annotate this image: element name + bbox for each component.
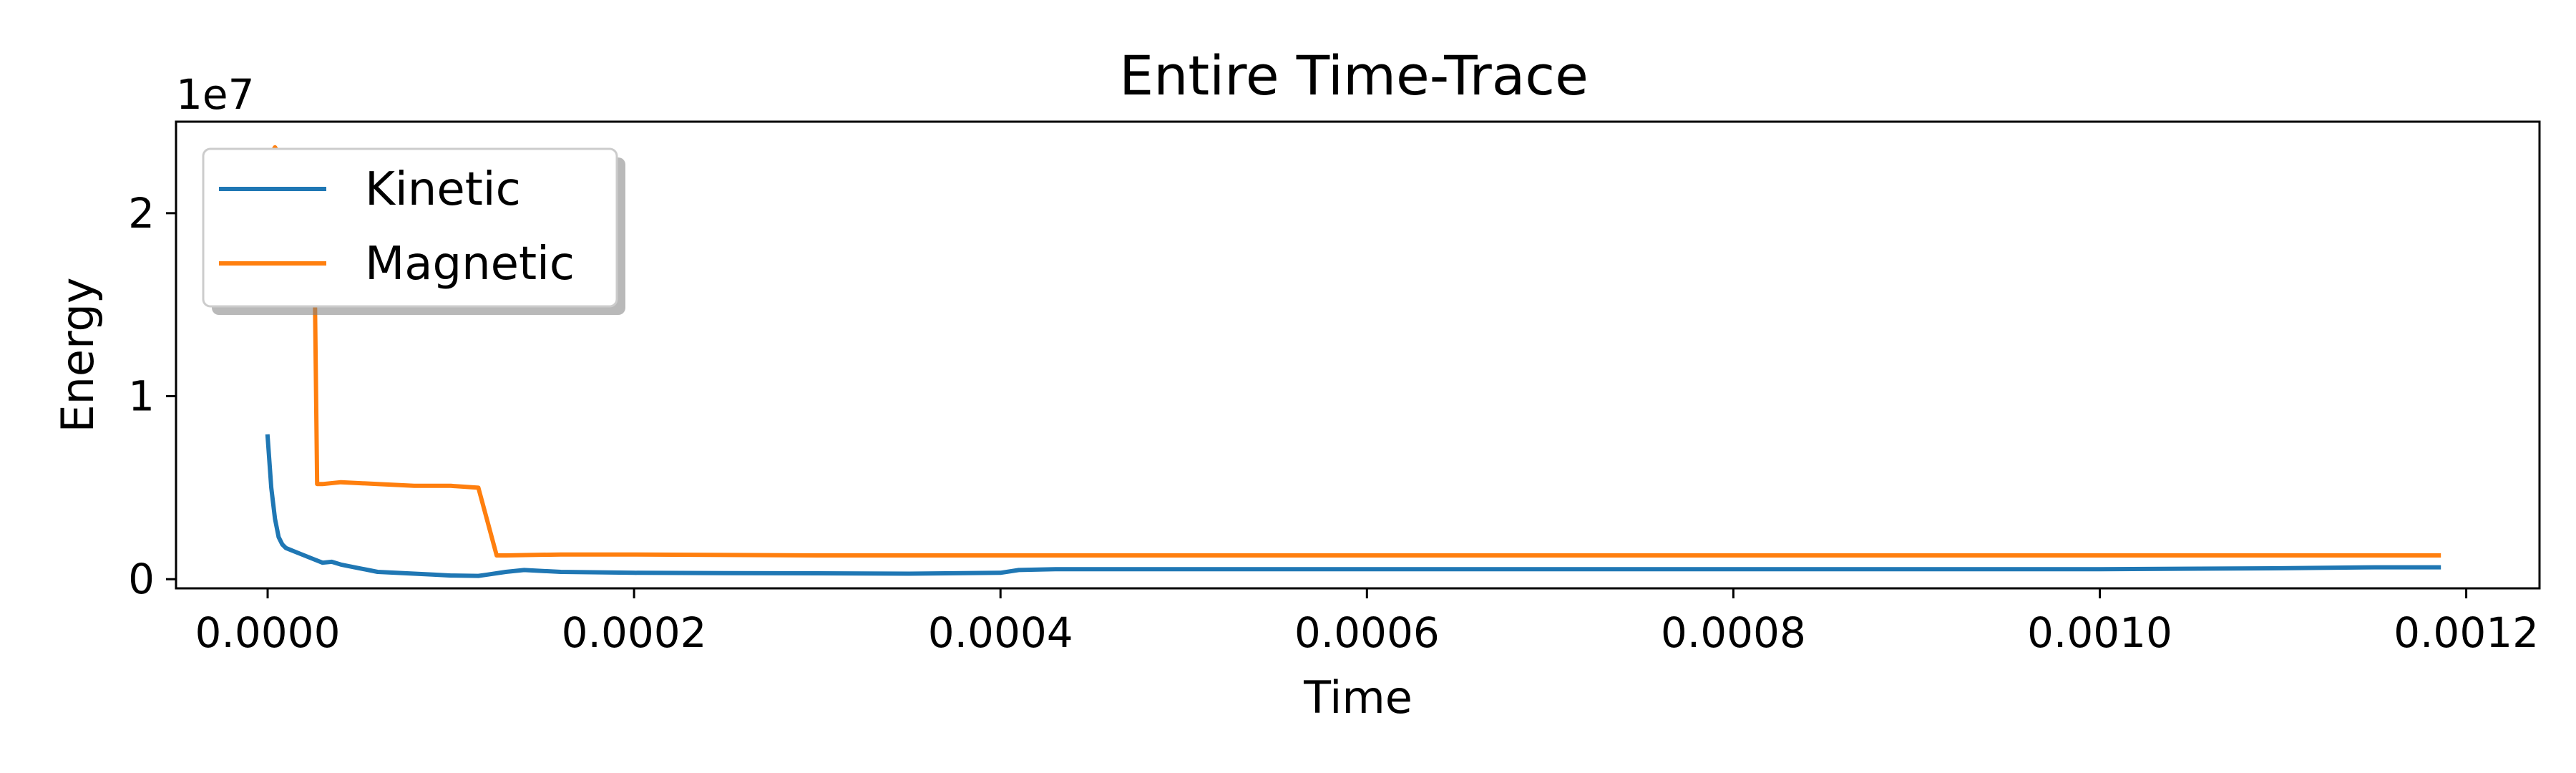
x-tick-label: 0.0000 [195,608,341,657]
plot-area-frame [175,120,2541,590]
legend-label-kinetic: Kinetic [365,163,521,216]
series-line-kinetic [265,434,2441,578]
y-axis-label: Energy [52,277,104,432]
legend: Kinetic Magnetic [202,147,625,315]
x-tick-label: 0.0010 [2027,608,2172,657]
x-tick-label: 0.0008 [1661,608,1806,657]
y-tick-label: 1 [128,372,155,421]
x-axis: 0.0000 0.0002 0.0004 0.0006 0.0008 0.0010 0.00… [195,588,2539,657]
x-tick-label: 0.0012 [2394,608,2539,657]
x-axis-label: Time [1303,671,1413,724]
x-tick-label: 0.0002 [562,608,707,657]
y-offset-label: 1e7 [176,70,255,119]
x-tick-label: 0.0006 [1294,608,1440,657]
y-tick-label: 0 [128,555,155,603]
y-tick-label: 2 [128,189,155,238]
y-axis: 0 1 2 [128,189,176,603]
legend-label-magnetic: Magnetic [365,238,575,291]
x-tick-label: 0.0004 [928,608,1073,657]
chart-title: Entire Time-Trace [1119,44,1589,107]
